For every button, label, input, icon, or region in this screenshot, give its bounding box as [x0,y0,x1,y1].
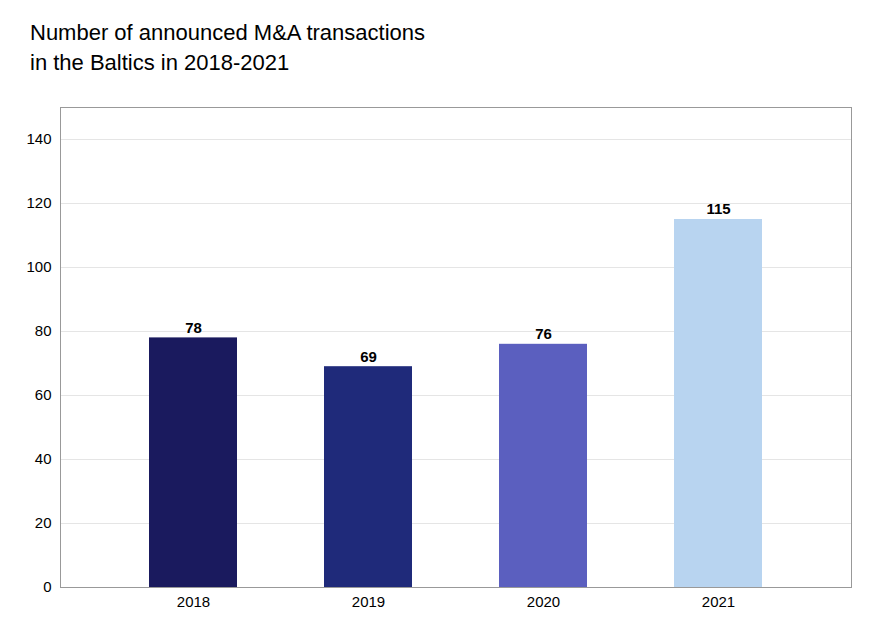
svg-text:2021: 2021 [702,594,735,611]
svg-text:140: 140 [26,131,51,148]
svg-text:2020: 2020 [527,594,560,611]
svg-text:76: 76 [535,325,552,342]
svg-text:115: 115 [706,201,730,218]
svg-text:69: 69 [360,348,377,365]
svg-text:0: 0 [43,579,51,596]
svg-text:2018: 2018 [177,594,210,611]
svg-text:40: 40 [35,451,52,468]
svg-text:100: 100 [26,259,51,276]
svg-text:20: 20 [35,515,52,532]
html-text:Number of announced M&A transa: Number of announced M&A transactions in … [30,20,425,75]
svg-text:80: 80 [35,323,52,340]
svg-text:120: 120 [26,195,51,212]
svg-text:60: 60 [35,387,52,404]
svg-text:2019: 2019 [352,594,385,611]
svg-text:78: 78 [185,319,202,336]
